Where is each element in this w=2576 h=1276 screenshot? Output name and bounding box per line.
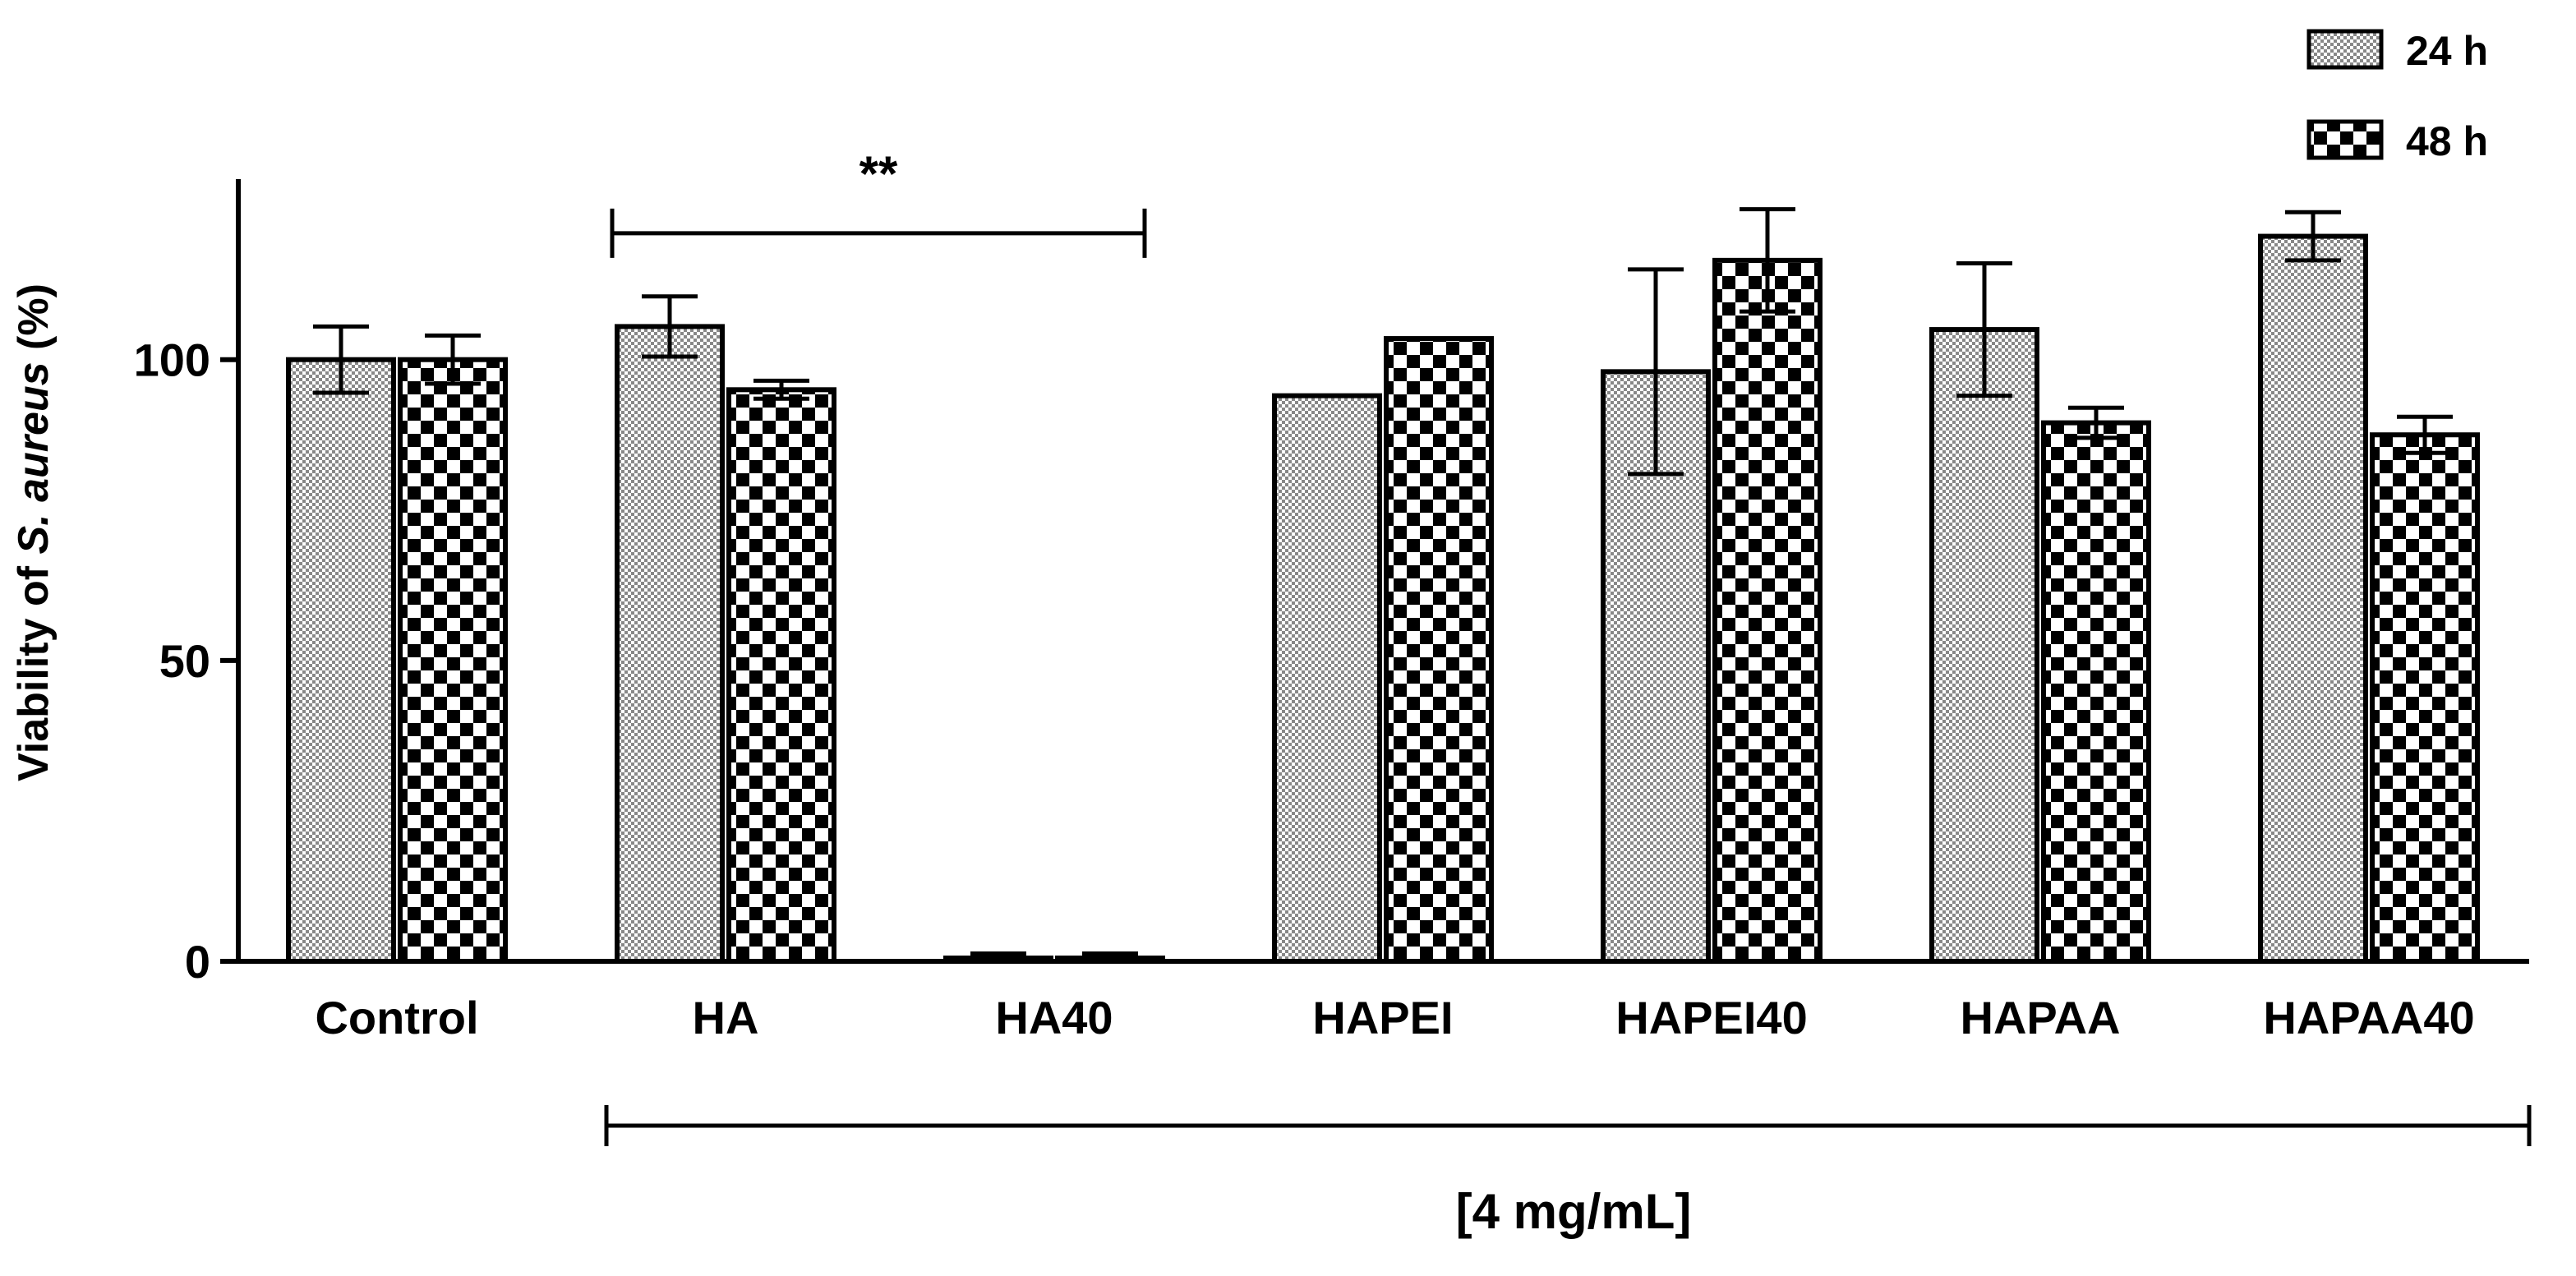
y-axis-title: Viability of S. aureus (%) [10,283,58,781]
legend-swatch-48h [2306,119,2384,160]
error-bars [313,207,2453,964]
category-label-control: Control [315,992,478,1043]
bar-hapei-24h [1272,393,1382,964]
category-label-hapaa: HAPAA [1961,992,2121,1043]
bar-hapaa40-48h [2370,432,2480,964]
category-label-ha40: HA40 [995,992,1113,1043]
bar-hapei40-24h [1601,369,1711,965]
bar-control-24h [286,357,396,964]
y-tick-label: 100 [134,334,210,386]
legend-swatch-24h [2306,29,2384,70]
bar-hapaa-24h [1929,327,2039,965]
legend-label-24h: 24 h [2406,28,2488,74]
legend: 24 h 48 h [2306,28,2488,164]
category-label-hapei: HAPEI [1312,992,1453,1043]
significance-bracket: ** [610,146,1147,258]
bars [286,233,2480,965]
y-tick-label: 50 [159,635,210,687]
bar-hapei40-48h [1712,257,1823,965]
bar-hapaa40-24h [2258,233,2368,965]
concentration-bracket: [4 mg/mL] [604,1105,2532,1239]
category-label-hapei40: HAPEI40 [1615,992,1807,1043]
significance-label: ** [859,146,898,201]
x-axis-labels: Control HA HA40 HAPEI HAPEI40 HAPAA HAPAA40 [315,992,2474,1043]
category-label-hapaa40: HAPAA40 [2263,992,2474,1043]
legend-label-48h: 48 h [2406,118,2488,164]
bar-hapei-48h [1384,336,1494,964]
category-label-ha: HA [693,992,759,1043]
bar-hapaa-48h [2041,420,2151,964]
y-tick-label: 0 [185,936,210,988]
bracket-label: [4 mg/mL] [1456,1184,1692,1239]
bar-ha-24h [615,324,725,964]
bar-control-48h [398,357,508,964]
bar-ha-48h [726,387,836,964]
